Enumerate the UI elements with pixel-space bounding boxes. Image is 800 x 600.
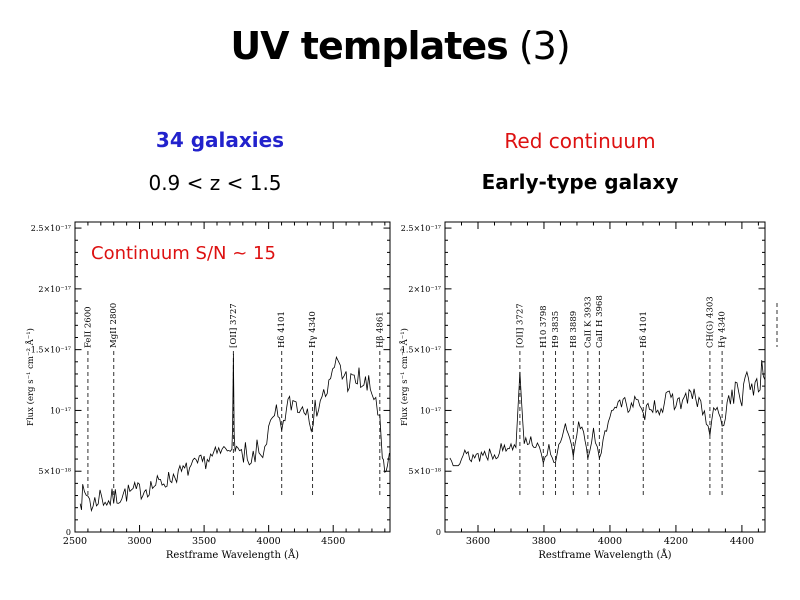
spectral-line-label: Hβ 4861 — [375, 311, 385, 348]
left-column-header: 34 galaxies — [155, 128, 285, 152]
spectral-line-label: FeII 2600 — [83, 306, 93, 348]
y-tick-label: 0 — [436, 528, 441, 537]
spectral-line-label: CH(G) 4303 — [704, 296, 715, 348]
spectral-line-label: MgII 2800 — [109, 303, 119, 348]
spectral-line-label: H9 3835 — [551, 311, 561, 348]
x-tick-label: 4000 — [598, 536, 622, 547]
spectral-line-label: Hγ 4340 — [308, 311, 318, 348]
y-tick-label: 2.5×10⁻¹⁷ — [401, 224, 441, 233]
right-spectrum-chart: 3600 3800 4000 4200 4400 0 5×10⁻¹⁸ 10⁻¹⁷ 1.5×10⁻… — [398, 221, 778, 561]
x-axis-label: Restframe Wavelength (Å) — [538, 549, 671, 561]
y-tick-label: 5×10⁻¹⁸ — [38, 467, 71, 476]
x-tick-label: 3800 — [532, 536, 556, 547]
spectral-line-label: [OII] 3727 — [515, 303, 525, 348]
spectrum-trace — [79, 354, 390, 513]
y-axis-label: Flux (erg s⁻¹ cm⁻² Å⁻¹) — [24, 328, 36, 426]
right-column-header: Red continuum — [504, 129, 656, 153]
slide-title: UV templates (3) — [0, 24, 800, 68]
x-tick-label: 3500 — [192, 536, 216, 547]
x-tick-label: 3600 — [466, 536, 490, 547]
spectral-line-label: H10 3798 — [539, 305, 549, 348]
spectrum-trace — [449, 360, 766, 467]
spectral-line-label: [OII] 3727 — [229, 303, 239, 348]
y-tick-label: 1.5×10⁻¹⁷ — [401, 346, 441, 355]
y-tick-label: 2×10⁻¹⁷ — [408, 285, 441, 294]
y-tick-label: 2×10⁻¹⁷ — [38, 285, 71, 294]
y-axis-label: Flux (erg s⁻¹ cm⁻² Å⁻¹) — [398, 328, 410, 426]
spectral-line-label: CaII K 3933 — [583, 296, 593, 348]
y-tick-label: 2.5×10⁻¹⁷ — [31, 224, 71, 233]
spectral-line-label: Hδ 4101 — [277, 311, 287, 348]
y-tick-label: 10⁻¹⁷ — [420, 406, 441, 415]
y-tick-label: 0 — [66, 528, 71, 537]
x-tick-label: 2500 — [63, 536, 87, 547]
slide-title-suffix: (3) — [507, 24, 571, 68]
spectral-line-label: Hγ 4340 — [718, 311, 728, 348]
x-axis-label: Restframe Wavelength (Å) — [166, 549, 299, 561]
spectral-line-label: Hδ 4101 — [639, 311, 649, 348]
x-tick-label: 4000 — [257, 536, 281, 547]
y-tick-label: 10⁻¹⁷ — [50, 406, 71, 415]
left-column-subheader: 0.9 < z < 1.5 — [148, 171, 282, 195]
y-tick-label: 5×10⁻¹⁸ — [408, 467, 441, 476]
spectral-line-label: CaII H 3968 — [595, 295, 605, 348]
x-tick-label: 3000 — [127, 536, 151, 547]
left-spectrum-chart: 2500 3000 3500 4000 4500 0 5×10⁻¹⁸ 10⁻¹⁷ 1.5×10⁻… — [24, 221, 391, 561]
x-tick-label: 4500 — [321, 536, 345, 547]
plot-frame — [444, 221, 766, 533]
slide-title-main: UV templates — [230, 24, 508, 68]
continuum-sn-annotation: Continuum S/N ~ 15 — [91, 243, 276, 264]
x-tick-label: 4200 — [664, 536, 688, 547]
right-column-subheader: Early-type galaxy — [481, 170, 679, 194]
x-tick-label: 4400 — [730, 536, 754, 547]
plot-frame — [74, 221, 391, 533]
spectral-line-label: H8 3889 — [569, 311, 579, 348]
y-tick-label: 1.5×10⁻¹⁷ — [31, 346, 71, 355]
